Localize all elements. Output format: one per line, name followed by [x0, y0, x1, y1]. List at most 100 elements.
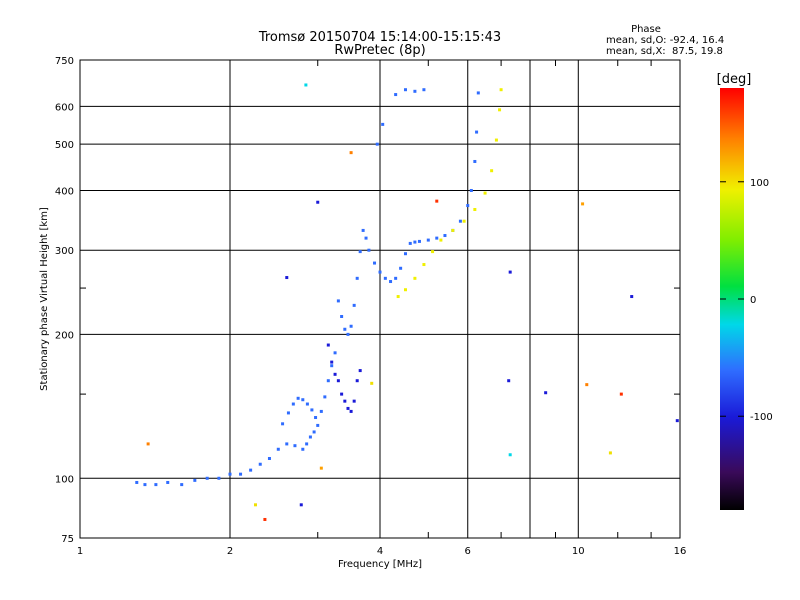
- data-point: [314, 416, 318, 420]
- data-point: [499, 88, 503, 92]
- colorbar-tick-label: 0: [750, 295, 756, 306]
- data-point: [352, 399, 356, 403]
- colorbar-label: [deg]: [717, 72, 752, 87]
- data-point: [358, 369, 362, 373]
- y-tick-label: 200: [55, 330, 74, 341]
- data-point: [330, 364, 334, 368]
- x-tick-label: 4: [377, 546, 383, 557]
- data-point: [675, 419, 679, 423]
- data-point: [166, 480, 170, 484]
- data-point: [285, 276, 289, 280]
- data-point: [281, 422, 285, 426]
- data-point: [253, 503, 257, 507]
- data-point: [364, 236, 368, 240]
- data-point: [340, 314, 344, 318]
- data-point: [498, 108, 502, 112]
- data-point: [286, 411, 290, 415]
- data-point: [239, 472, 243, 476]
- data-point: [383, 276, 387, 280]
- x-tick-label: 2: [227, 546, 233, 557]
- data-point: [413, 240, 417, 244]
- data-point: [346, 332, 350, 336]
- data-point: [630, 295, 634, 299]
- data-point: [403, 88, 407, 92]
- data-point: [507, 379, 511, 383]
- data-point: [305, 442, 309, 446]
- data-point: [435, 199, 439, 203]
- data-point: [326, 343, 330, 347]
- chart-subtitle: RwPretec (8p): [334, 43, 425, 58]
- data-point: [422, 88, 426, 92]
- data-point: [435, 236, 439, 240]
- data-points: [135, 83, 679, 521]
- data-point: [417, 239, 421, 243]
- y-tick-label: 100: [55, 474, 74, 485]
- data-point: [373, 261, 377, 265]
- data-point: [343, 327, 347, 331]
- y-tick-label: 75: [61, 534, 74, 545]
- data-point: [375, 142, 379, 146]
- data-point: [146, 442, 150, 446]
- data-point: [349, 151, 353, 155]
- tick-layer: 1 2 4 6 10 16 75 100 200 300 400 500 600 750: [55, 56, 686, 557]
- data-point: [336, 299, 340, 303]
- data-point: [483, 191, 487, 195]
- data-point: [258, 462, 262, 466]
- data-point: [340, 392, 344, 396]
- data-point: [469, 188, 473, 192]
- x-tick-label: 10: [572, 546, 585, 557]
- y-tick-label: 400: [55, 186, 74, 197]
- data-point: [476, 91, 480, 95]
- data-point: [333, 351, 337, 355]
- data-point: [475, 130, 479, 134]
- data-point: [310, 408, 314, 412]
- data-point: [608, 451, 612, 455]
- data-point: [154, 483, 158, 487]
- y-axis-label: Stationary phase Virtual Height [km]: [39, 207, 50, 391]
- data-point: [367, 248, 371, 252]
- data-point: [296, 396, 300, 400]
- data-point: [349, 409, 353, 413]
- data-point: [193, 478, 197, 482]
- data-point: [490, 169, 494, 173]
- phase-stats-heading: Phase: [631, 24, 661, 35]
- y-tick-label: 600: [55, 102, 74, 113]
- x-tick-label: 1: [77, 546, 83, 557]
- data-point: [413, 89, 417, 93]
- data-point: [378, 270, 382, 274]
- data-point: [458, 219, 462, 223]
- data-point: [619, 392, 623, 396]
- colorbar-tick-label: -100: [750, 412, 773, 423]
- data-point: [333, 372, 337, 376]
- data-point: [316, 200, 320, 204]
- data-point: [299, 503, 303, 507]
- data-point: [319, 409, 323, 413]
- data-point: [349, 324, 353, 328]
- data-point: [473, 159, 477, 163]
- data-point: [301, 398, 305, 402]
- data-point: [346, 406, 350, 410]
- chart-title: Tromsø 20150704 15:14:00-15:15:43: [258, 30, 501, 45]
- data-point: [403, 252, 407, 256]
- data-point: [396, 295, 400, 299]
- data-point: [301, 447, 305, 451]
- data-point: [581, 202, 585, 206]
- data-point: [330, 360, 334, 364]
- data-point: [323, 395, 327, 399]
- data-point: [473, 208, 477, 212]
- grid-layer: [80, 60, 680, 538]
- data-point: [403, 288, 407, 292]
- x-axis-label: Frequency [MHz]: [338, 559, 422, 570]
- data-point: [544, 391, 548, 395]
- data-point: [389, 280, 393, 284]
- data-point: [263, 517, 267, 521]
- data-point: [370, 381, 374, 385]
- data-point: [326, 379, 330, 383]
- data-point: [143, 483, 147, 487]
- data-point: [381, 122, 385, 126]
- data-point: [426, 238, 430, 242]
- data-point: [343, 399, 347, 403]
- data-point: [285, 442, 289, 446]
- data-point: [439, 238, 443, 242]
